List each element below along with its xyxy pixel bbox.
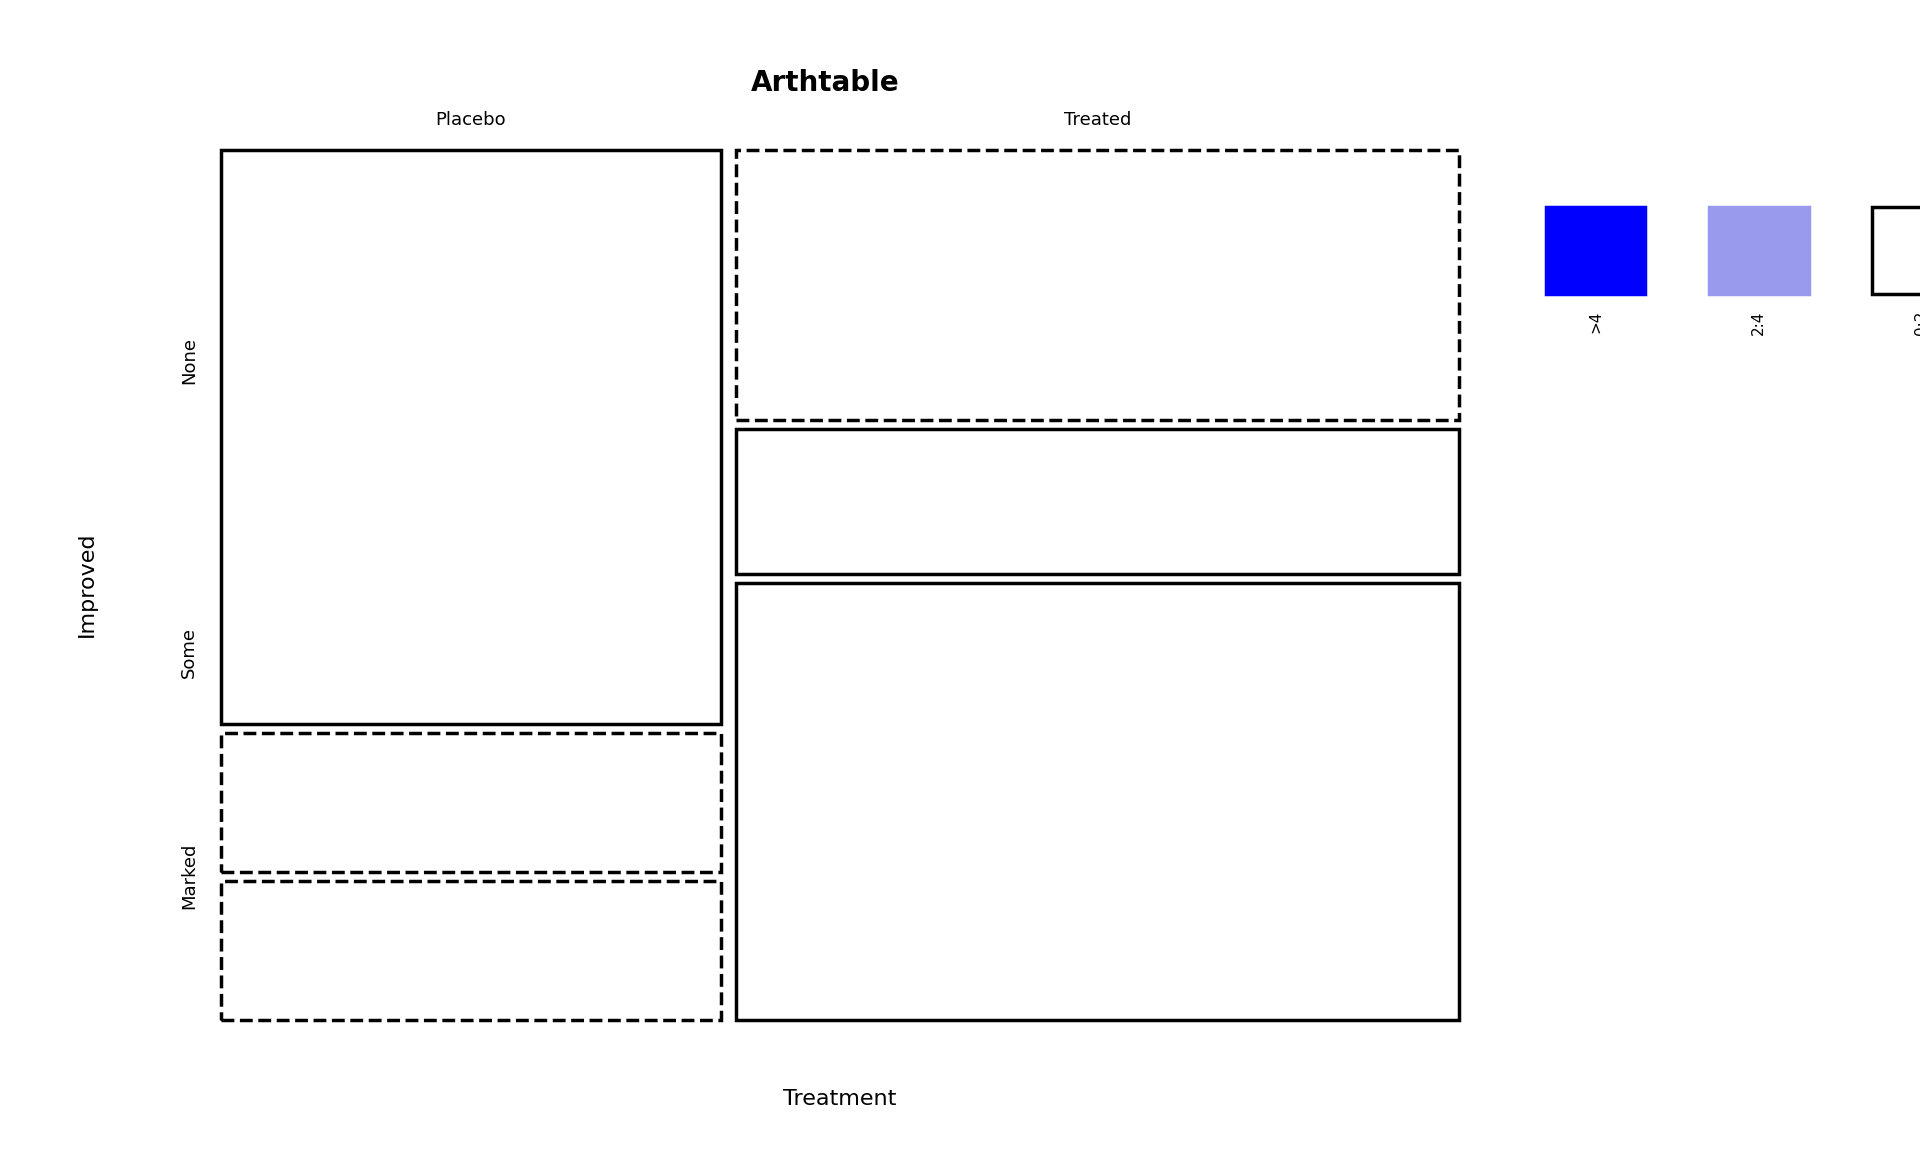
Text: Arthtable: Arthtable — [751, 69, 900, 97]
Bar — [735, 583, 1459, 1020]
Bar — [221, 733, 720, 872]
Text: 2:4: 2:4 — [1751, 311, 1766, 335]
Text: Improved: Improved — [77, 532, 96, 637]
Bar — [735, 150, 1459, 419]
Text: >4: >4 — [1588, 311, 1603, 333]
Bar — [1546, 207, 1645, 294]
Text: 0:2: 0:2 — [1914, 311, 1920, 335]
Bar — [1872, 207, 1920, 294]
Bar — [221, 881, 720, 1020]
Text: None: None — [180, 338, 198, 385]
Bar — [221, 150, 720, 723]
Text: Treated: Treated — [1064, 111, 1131, 129]
Text: Treatment: Treatment — [783, 1089, 897, 1108]
Text: Marked: Marked — [180, 842, 198, 909]
Text: Placebo: Placebo — [436, 111, 507, 129]
Bar — [1709, 207, 1809, 294]
Text: Some: Some — [180, 627, 198, 677]
Bar — [735, 429, 1459, 574]
